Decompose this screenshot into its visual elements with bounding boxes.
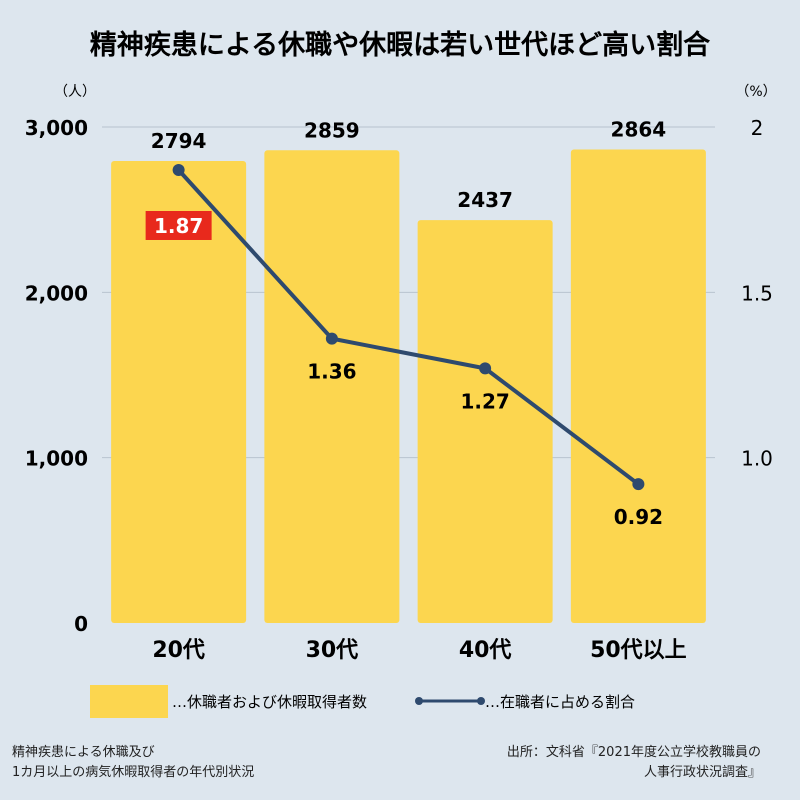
source-note-line: 出所：文科省『2021年度公立学校教職員の: [506, 745, 761, 760]
legend-line-marker: [415, 697, 423, 705]
left-tick-label: 1,000: [25, 447, 88, 471]
right-tick-label: 1.5: [741, 281, 773, 305]
chart-title: 精神疾患による休職や休暇は若い世代ほど高い割合: [90, 29, 710, 61]
bar: [417, 220, 553, 623]
rate-point: [172, 163, 185, 176]
rate-point: [632, 478, 645, 491]
legend-line-label: …在職者に占める割合: [485, 693, 635, 711]
bars: 2794 2859 2437 2864: [111, 117, 706, 624]
bar: [264, 150, 400, 623]
left-axis-unit: （人）: [54, 84, 96, 100]
category-label: 30代: [306, 638, 359, 663]
rate-value-label: 1.36: [307, 360, 356, 384]
bar: [570, 149, 706, 623]
category-label: 20代: [152, 638, 205, 663]
legend-bar-label: …休職者および休暇取得者数: [172, 693, 367, 711]
source-note: 出所：文科省『2021年度公立学校教職員の 人事行政状況調査』: [461, 743, 761, 783]
rate-point: [325, 332, 338, 345]
source-note-line: 人事行政状況調査』: [643, 765, 761, 780]
bar-value-label: 2794: [151, 129, 207, 153]
rate-value-label: 0.92: [614, 505, 663, 529]
footnote-left: 精神疾患による休職及び 1カ月以上の病気休暇取得者の年代別状況: [12, 743, 254, 783]
footnote-left-line: 精神疾患による休職及び: [12, 745, 155, 760]
rate-value-label: 1.87: [154, 214, 203, 238]
bar: [111, 161, 247, 624]
bar-value-label: 2437: [457, 188, 513, 212]
legend-bar-swatch: [90, 685, 168, 718]
left-tick-label: 0: [74, 612, 88, 636]
left-tick-label: 3,000: [25, 116, 88, 140]
right-axis-unit: （%）: [735, 84, 776, 100]
bar-value-label: 2864: [611, 117, 667, 141]
rate-point: [479, 362, 492, 375]
footnote-left-line: 1カ月以上の病気休暇取得者の年代別状況: [12, 765, 255, 780]
rate-value-label: 1.27: [460, 389, 509, 413]
axes: 0 1,000 2,000 3,000 1.0 1.5 2 20代 30代 40代 50代以上: [25, 116, 773, 663]
right-tick-label: 2: [751, 116, 764, 140]
legend-line-marker: [477, 697, 485, 705]
rate-line: 1.87 1.36 1.27 0.92: [145, 163, 663, 529]
highlight-badge: [145, 210, 212, 240]
bar-value-label: 2859: [304, 118, 360, 142]
rate-line-path: [177, 168, 640, 486]
legend: …休職者および休暇取得者数 …在職者に占める割合: [90, 685, 635, 718]
left-tick-label: 2,000: [25, 281, 88, 305]
right-tick-label: 1.0: [741, 447, 773, 471]
category-label: 40代: [459, 638, 512, 663]
category-label: 50代以上: [590, 638, 687, 663]
